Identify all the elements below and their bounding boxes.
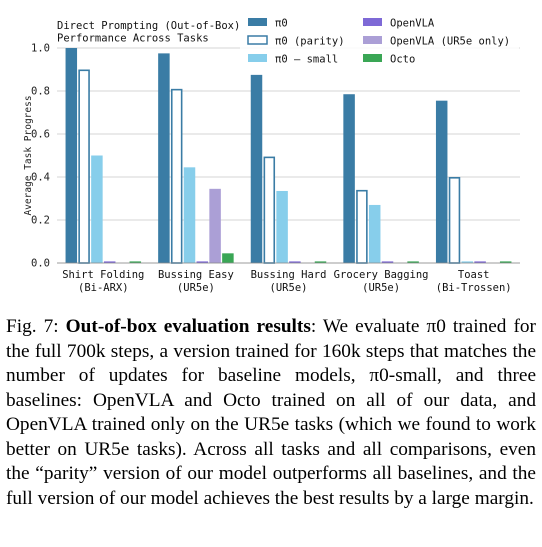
x-tick-label: Shirt Folding bbox=[62, 269, 144, 281]
x-tick-label: Toast bbox=[458, 269, 490, 281]
y-tick-label: 0.6 bbox=[31, 129, 50, 141]
bar-pi0_small-2 bbox=[276, 190, 288, 263]
x-tick-label: Bussing Easy bbox=[158, 269, 234, 281]
bars bbox=[65, 48, 512, 264]
x-tick-sublabel: (UR5e) bbox=[177, 282, 215, 294]
legend-label-pi0_parity: π0 (parity) bbox=[275, 36, 345, 48]
legend-swatch-pi0_small bbox=[248, 54, 267, 62]
bar-openvla-0 bbox=[103, 261, 116, 263]
bar-chart: Average Task Progress 0.0 0.2 0.4 0.6 0.8 1.0… bbox=[23, 14, 520, 295]
legend-label-pi0_small: π0 – small bbox=[275, 54, 338, 66]
bar-octo-3 bbox=[407, 261, 419, 263]
bar-pi0_small-3 bbox=[368, 204, 381, 263]
legend-swatch-openvla bbox=[363, 18, 382, 26]
legend-swatch-octo bbox=[363, 54, 382, 62]
bar-octo-1 bbox=[222, 253, 234, 263]
legend-label-pi0: π0 bbox=[275, 18, 288, 30]
x-tick-sublabel: (UR5e) bbox=[362, 282, 400, 294]
bar-pi0-2 bbox=[250, 74, 263, 263]
bar-octo-2 bbox=[314, 261, 327, 263]
y-tick-label: 1.0 bbox=[31, 43, 50, 55]
bar-openvla-3 bbox=[381, 261, 394, 263]
bar-octo-4 bbox=[499, 261, 512, 263]
bar-pi0-1 bbox=[158, 53, 170, 263]
y-axis-label: Average Task Progress bbox=[23, 95, 34, 215]
figure-caption: Fig. 7: Out-of-box evaluation results: W… bbox=[6, 315, 536, 511]
legend: π0 π0 (parity) π0 – small OpenVLA OpenVLA (U… bbox=[240, 14, 519, 72]
x-tick-label: Bussing Hard bbox=[251, 269, 327, 281]
x-tick-label: Grocery Bagging bbox=[334, 269, 429, 281]
bar-pi0-4 bbox=[435, 100, 448, 263]
bar-openvla-1 bbox=[196, 261, 209, 263]
y-tick-label: 0.4 bbox=[31, 172, 50, 184]
chart-container: Average Task Progress 0.0 0.2 0.4 0.6 0.8 1.0… bbox=[23, 14, 520, 295]
legend-label-openvla_ur5e: OpenVLA (UR5e only) bbox=[390, 36, 510, 48]
bar-openvla-4 bbox=[474, 261, 486, 263]
caption-body: : We evaluate π0 trained for the full 70… bbox=[6, 316, 536, 509]
bar-pi0_parity-3 bbox=[356, 189, 368, 264]
bar-pi0_small-0 bbox=[91, 155, 103, 263]
bar-pi0-0 bbox=[65, 48, 78, 263]
chart-title-line-2: Performance Across Tasks bbox=[57, 33, 209, 45]
bar-openvla_ur5e-1 bbox=[209, 188, 221, 263]
legend-swatch-openvla_ur5e bbox=[363, 36, 382, 44]
chart-title-line-1: Direct Prompting (Out-of-Box) bbox=[57, 20, 240, 32]
bar-pi0_small-1 bbox=[183, 167, 196, 263]
bar-pi0_parity-0 bbox=[78, 69, 90, 264]
bar-octo-0 bbox=[129, 261, 142, 263]
x-tick-sublabel: (Bi-ARX) bbox=[78, 282, 129, 294]
legend-swatch-pi0_parity bbox=[247, 35, 268, 45]
y-tick-label: 0.2 bbox=[31, 215, 50, 227]
tick-labels: 0.0 0.2 0.4 0.6 0.8 1.0 Shirt Folding(Bi-ARX) B… bbox=[31, 43, 512, 295]
x-tick-sublabel: (UR5e) bbox=[270, 282, 308, 294]
y-tick-label: 0.0 bbox=[31, 258, 50, 270]
legend-swatch-pi0 bbox=[248, 18, 267, 26]
caption-title: Out-of-box evaluation results bbox=[65, 316, 311, 337]
bar-pi0_parity-2 bbox=[263, 156, 276, 264]
x-tick-sublabel: (Bi-Trossen) bbox=[436, 282, 512, 294]
legend-label-octo: Octo bbox=[390, 54, 415, 66]
legend-label-openvla: OpenVLA bbox=[390, 18, 435, 30]
bar-pi0_parity-4 bbox=[448, 177, 461, 264]
bar-openvla-2 bbox=[289, 261, 301, 263]
axes: Average Task Progress bbox=[23, 95, 520, 264]
y-tick-label: 0.8 bbox=[31, 86, 50, 98]
bar-pi0-3 bbox=[343, 94, 355, 263]
bar-pi0_small-4 bbox=[461, 261, 474, 263]
bar-pi0_parity-1 bbox=[170, 88, 183, 264]
chart-title: Direct Prompting (Out-of-Box)Performance… bbox=[57, 20, 240, 45]
caption-label: Fig. 7: bbox=[6, 316, 66, 337]
